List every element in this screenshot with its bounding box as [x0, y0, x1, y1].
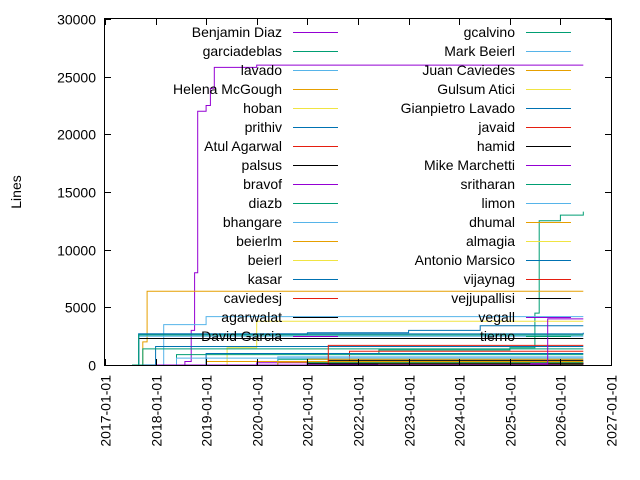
legend-label-23: javaid [477, 119, 515, 135]
x-tick-label: 2018-01-01 [149, 375, 165, 447]
legend-label-18: gcalvino [464, 24, 516, 40]
legend-label-4: Helena McGough [173, 81, 282, 97]
series-line-2 [132, 211, 584, 366]
y-tick-label: 15000 [57, 185, 96, 201]
ticks-layer: 0 5000 10000 15000 20000 25000 30000 2017-01-01… [57, 12, 619, 447]
legend-label-2: garciadeblas [203, 43, 282, 59]
legend-label-14: kasar [248, 271, 283, 287]
y-tick-label: 30000 [57, 12, 96, 28]
legend-label-17: David Garcia [201, 328, 282, 344]
x-tick-label: 2019-01-01 [199, 375, 215, 447]
legend-label-12: beierlm [236, 233, 282, 249]
legend-label-25: Mike Marchetti [424, 157, 515, 173]
y-tick-label: 5000 [65, 300, 96, 316]
x-tick-label: 2026-01-01 [553, 375, 569, 447]
legend-label-16: agarwalat [221, 309, 282, 325]
legend-label-28: dhumal [469, 214, 515, 230]
legend-label-10: diazb [249, 195, 283, 211]
legend-label-9: bravof [243, 176, 282, 192]
legend-label-33: vegall [478, 309, 515, 325]
x-tick-label: 2027-01-01 [604, 375, 620, 447]
legend-label-5: hoban [243, 100, 282, 116]
x-tick-label: 2017-01-01 [98, 375, 114, 447]
y-tick-label: 25000 [57, 70, 96, 86]
legend-label-30: Antonio Marsico [415, 252, 516, 268]
x-tick-label: 2020-01-01 [250, 375, 266, 447]
legend-label-15: caviedesj [224, 290, 282, 306]
legend-label-26: sritharan [461, 176, 515, 192]
legend-label-19: Mark Beierl [444, 43, 515, 59]
legend-label-6: prithiv [245, 119, 282, 135]
x-tick-label: 2025-01-01 [503, 375, 519, 447]
legend-label-3: lavado [241, 62, 282, 78]
x-tick-label: 2022-01-01 [351, 375, 367, 447]
legend-label-31: vijaynag [464, 271, 515, 287]
legend-label-32: vejjupallisi [451, 290, 515, 306]
legend-label-20: Juan Caviedes [422, 62, 515, 78]
y-tick-label: 20000 [57, 127, 96, 143]
legend-label-21: Gulsum Atici [437, 81, 515, 97]
legend-label-13: beierl [248, 252, 282, 268]
plot-frame [104, 18, 612, 366]
legend-label-27: limon [482, 195, 515, 211]
x-tick-label: 2023-01-01 [402, 375, 418, 447]
legend-label-24: hamid [477, 138, 515, 154]
legend-label-7: Atul Agarwal [204, 138, 282, 154]
legend-label-1: Benjamin Diaz [192, 24, 282, 40]
legend-label-8: palsus [242, 157, 282, 173]
legend-label-22: Gianpietro Lavado [401, 100, 516, 116]
series-layer [132, 64, 584, 366]
x-tick-label: 2024-01-01 [452, 375, 468, 447]
y-tick-label: 10000 [57, 243, 96, 259]
x-tick-label: 2021-01-01 [300, 375, 316, 447]
legend-label-11: bhangare [223, 214, 282, 230]
legend-label-34: tierno [480, 328, 515, 344]
axes-layer [104, 18, 612, 366]
legend: Benjamin Diaz garciadeblas lavado Helena Mc… [173, 24, 571, 344]
y-axis-label: Lines [8, 175, 24, 208]
y-tick-label: 0 [88, 358, 96, 374]
series-line-1 [132, 64, 584, 366]
legend-label-29: almagia [466, 233, 515, 249]
